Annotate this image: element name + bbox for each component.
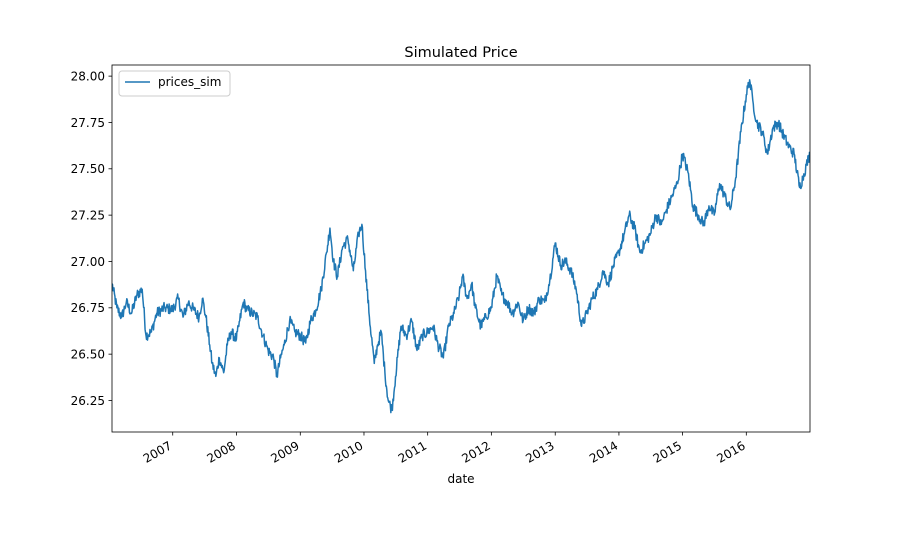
y-tick-label: 27.25: [71, 208, 105, 222]
axes-frame: [111, 64, 811, 433]
y-tick-label: 27.50: [71, 162, 105, 176]
legend-label: prices_sim: [158, 75, 221, 89]
legend-box: [118, 70, 231, 97]
y-tick-label: 28.00: [71, 69, 105, 83]
legend: prices_sim: [118, 70, 231, 97]
y-tick-label: 27.00: [71, 255, 105, 269]
plot-area: [112, 65, 810, 432]
y-tick-label: 26.75: [71, 301, 105, 315]
chart-title: Simulated Price: [404, 45, 517, 61]
x-axis-label: date: [447, 472, 474, 486]
y-tick-label: 27.75: [71, 116, 105, 130]
series-line-prices-sim: [112, 79, 810, 414]
y-tick-label: 26.50: [71, 347, 105, 361]
y-tick-label: 26.25: [71, 394, 105, 408]
series-layer: [112, 79, 810, 414]
